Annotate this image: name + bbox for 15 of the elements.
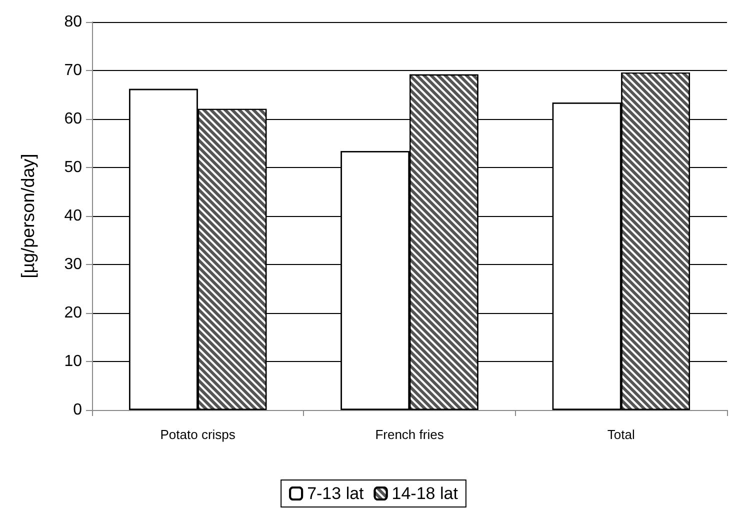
- y-axis-title: [µg/person/day]: [18, 154, 38, 278]
- legend-label: 14-18 lat: [392, 484, 458, 503]
- y-tick-label: 80: [64, 14, 82, 30]
- x-tick-label: French fries: [375, 427, 444, 442]
- x-tick-label: Total: [607, 427, 636, 442]
- legend-label: 7-13 lat: [307, 484, 364, 503]
- y-tick-label: 50: [64, 159, 82, 176]
- y-tick-label: 10: [64, 353, 82, 370]
- y-tick-label: 20: [64, 304, 82, 322]
- y-tick-label: 60: [64, 110, 82, 128]
- x-tick-label: Potato crisps: [160, 427, 236, 442]
- y-tick-label: 0: [73, 402, 82, 418]
- y-tick-label: 70: [64, 62, 82, 79]
- y-tick-label: 40: [64, 208, 82, 224]
- y-tick-label: 30: [64, 256, 82, 273]
